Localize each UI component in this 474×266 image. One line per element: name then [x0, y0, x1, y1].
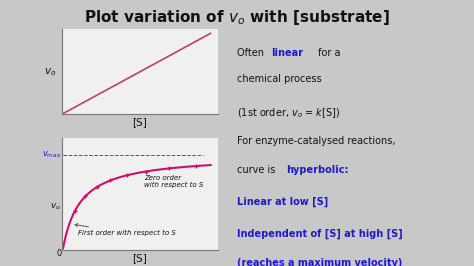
- Text: (reaches a maximum velocity): (reaches a maximum velocity): [237, 258, 402, 266]
- Text: Often: Often: [237, 48, 267, 58]
- Text: curve is: curve is: [237, 165, 279, 175]
- Text: Independent of [S] at high [S]: Independent of [S] at high [S]: [237, 229, 403, 239]
- X-axis label: [S]: [S]: [132, 253, 147, 263]
- Text: chemical process: chemical process: [237, 74, 322, 85]
- Text: First order with respect to S: First order with respect to S: [75, 224, 176, 236]
- Text: (1st order, $v_o$ = $k$[S]): (1st order, $v_o$ = $k$[S]): [237, 106, 340, 120]
- Y-axis label: $v_o$: $v_o$: [45, 66, 56, 78]
- Text: 0: 0: [56, 249, 61, 258]
- Text: $v_o$: $v_o$: [50, 201, 61, 211]
- Text: for a: for a: [315, 48, 341, 58]
- Text: hyperbolic:: hyperbolic:: [286, 165, 349, 175]
- Text: $v_{max}$: $v_{max}$: [42, 150, 61, 160]
- Text: Linear at low [S]: Linear at low [S]: [237, 197, 328, 207]
- Text: Plot variation of $v_o$ with [substrate]: Plot variation of $v_o$ with [substrate]: [84, 8, 390, 27]
- X-axis label: [S]: [S]: [132, 117, 147, 127]
- Text: For enzyme-catalysed reactions,: For enzyme-catalysed reactions,: [237, 136, 395, 146]
- Text: linear: linear: [271, 48, 303, 58]
- Text: Zero order
with respect to S: Zero order with respect to S: [144, 174, 204, 188]
